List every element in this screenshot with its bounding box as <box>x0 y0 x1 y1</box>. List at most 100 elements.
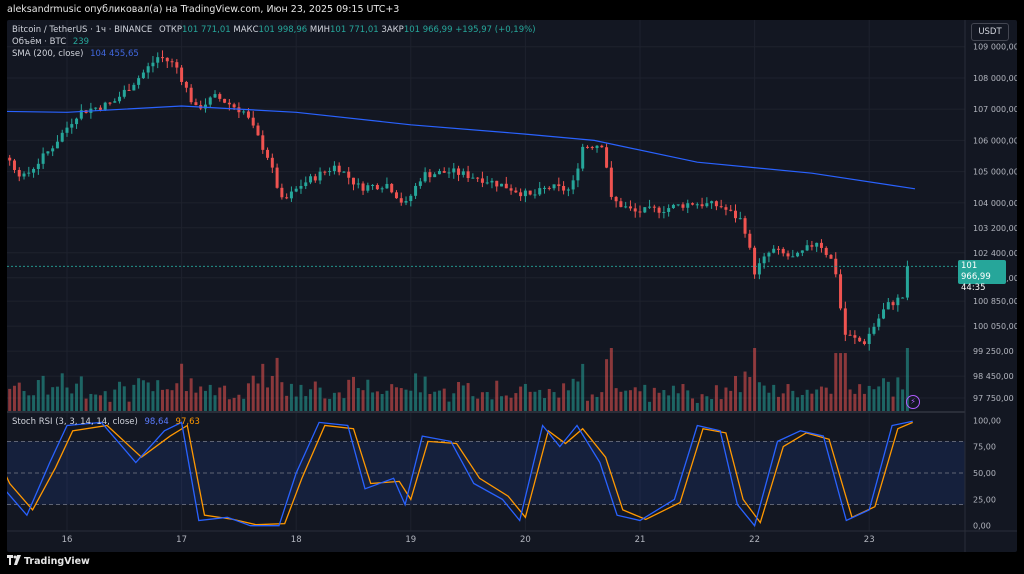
stoch-d-line <box>7 421 913 526</box>
volume-bar <box>743 371 747 412</box>
candle-body <box>337 165 341 173</box>
volume-bar <box>619 391 623 412</box>
candle-body <box>757 263 761 275</box>
candle-body <box>734 210 737 219</box>
candle-body <box>657 207 661 213</box>
stoch-tick-label: 0,00 <box>973 522 991 531</box>
candle-body <box>896 297 900 306</box>
volume-bar <box>108 401 112 412</box>
volume-bar <box>423 376 427 412</box>
candle-body <box>266 149 270 158</box>
candle-body <box>543 187 546 189</box>
candle-body <box>714 201 718 207</box>
volume-bar <box>51 387 55 412</box>
volume-bar <box>375 391 379 412</box>
volume-bar <box>266 387 270 412</box>
volume-bar <box>882 378 886 412</box>
volume-bar <box>146 382 150 412</box>
currency-button[interactable]: USDT <box>971 23 1009 41</box>
time-tick-label: 17 <box>176 535 187 545</box>
candle-body <box>289 191 293 199</box>
volume-bar <box>648 401 652 412</box>
volume-bar <box>380 394 384 412</box>
candle-body <box>352 177 355 185</box>
volume-bar <box>227 399 231 412</box>
candle-body <box>600 145 604 148</box>
volume-bar <box>394 387 398 412</box>
candle-body <box>285 197 289 199</box>
chart-panel[interactable]: 109 000,00 108 000,00 107 000,00 106 000,00… <box>7 20 1017 552</box>
candle-body <box>609 167 613 197</box>
candle-body <box>27 172 31 174</box>
volume-bar <box>356 388 360 412</box>
candle-body <box>170 61 174 63</box>
candle-body <box>251 117 255 126</box>
volume-bar <box>151 391 155 412</box>
candle-body <box>309 176 313 183</box>
candle-body <box>418 181 422 186</box>
volume-legend[interactable]: Объём · BTC 239 <box>12 37 89 47</box>
candle-body <box>280 187 284 198</box>
price-tick-label: 100 050,00 <box>973 322 1017 331</box>
candle-body <box>848 334 852 336</box>
volume-bar <box>533 391 537 412</box>
lightning-icon[interactable]: ⚡ <box>906 395 920 409</box>
volume-bar <box>476 398 480 412</box>
candle-body <box>466 171 470 179</box>
volume-bar <box>562 383 566 412</box>
candle-body <box>819 242 823 248</box>
volume-bar <box>304 396 308 412</box>
candle-body <box>839 274 843 309</box>
candle-body <box>141 72 145 79</box>
volume-bar <box>571 378 575 412</box>
time-tick-label: 16 <box>62 535 73 545</box>
volume-bar <box>719 399 723 412</box>
candle-body <box>886 302 890 310</box>
candle-body <box>294 188 298 192</box>
candle-body <box>538 188 542 195</box>
candle-body <box>748 233 752 248</box>
volume-bar <box>332 392 336 412</box>
volume-bar <box>547 388 551 412</box>
volume-bar <box>251 375 255 412</box>
candle-body <box>691 203 695 205</box>
stoch-legend[interactable]: Stoch RSI (3, 3, 14, 14, close) 98,64 97… <box>12 417 200 427</box>
volume-bar <box>409 390 413 412</box>
chart-canvas[interactable]: 109 000,00 108 000,00 107 000,00 106 000,00… <box>7 20 1017 552</box>
sma-legend[interactable]: SMA (200, close) 104 455,65 <box>12 49 139 59</box>
candle-body <box>366 185 370 191</box>
candle-body <box>332 165 336 172</box>
candle-body <box>146 66 150 73</box>
candle-body <box>719 206 723 208</box>
tradingview-logo[interactable]: TradingView <box>7 555 90 567</box>
volume-bar <box>433 391 437 412</box>
volume-bar <box>815 389 819 412</box>
bar-countdown: 44:35 <box>961 283 986 294</box>
volume-bar <box>858 384 862 412</box>
volume-bar <box>428 393 432 412</box>
candle-body <box>161 57 164 59</box>
publisher-line: aleksandrmusic опубликовал(а) на Trading… <box>7 4 400 15</box>
volume-bar <box>223 385 227 412</box>
volume-bar <box>113 389 117 412</box>
candle-body <box>858 337 862 342</box>
candle-body <box>41 153 45 164</box>
volume-bar <box>862 393 866 412</box>
candle-body <box>528 190 532 195</box>
candle-body <box>65 127 69 133</box>
candle-body <box>103 102 107 110</box>
candle-body <box>905 266 909 298</box>
volume-bar <box>285 395 289 412</box>
candle-body <box>523 190 527 197</box>
candle-body <box>471 177 475 179</box>
symbol-label[interactable]: Bitcoin / TetherUS · 1ч · BINANCE <box>12 25 153 35</box>
volume-bar <box>309 389 313 412</box>
volume-bar <box>490 399 494 412</box>
price-tick-label: 100 850,00 <box>973 297 1017 306</box>
price-tick-label: 104 000,00 <box>973 199 1017 208</box>
candle-body <box>342 171 346 173</box>
candle-body <box>122 89 126 97</box>
volume-bar <box>786 384 790 412</box>
price-tick-label: 109 000,00 <box>973 43 1017 52</box>
candle-body <box>189 87 193 103</box>
